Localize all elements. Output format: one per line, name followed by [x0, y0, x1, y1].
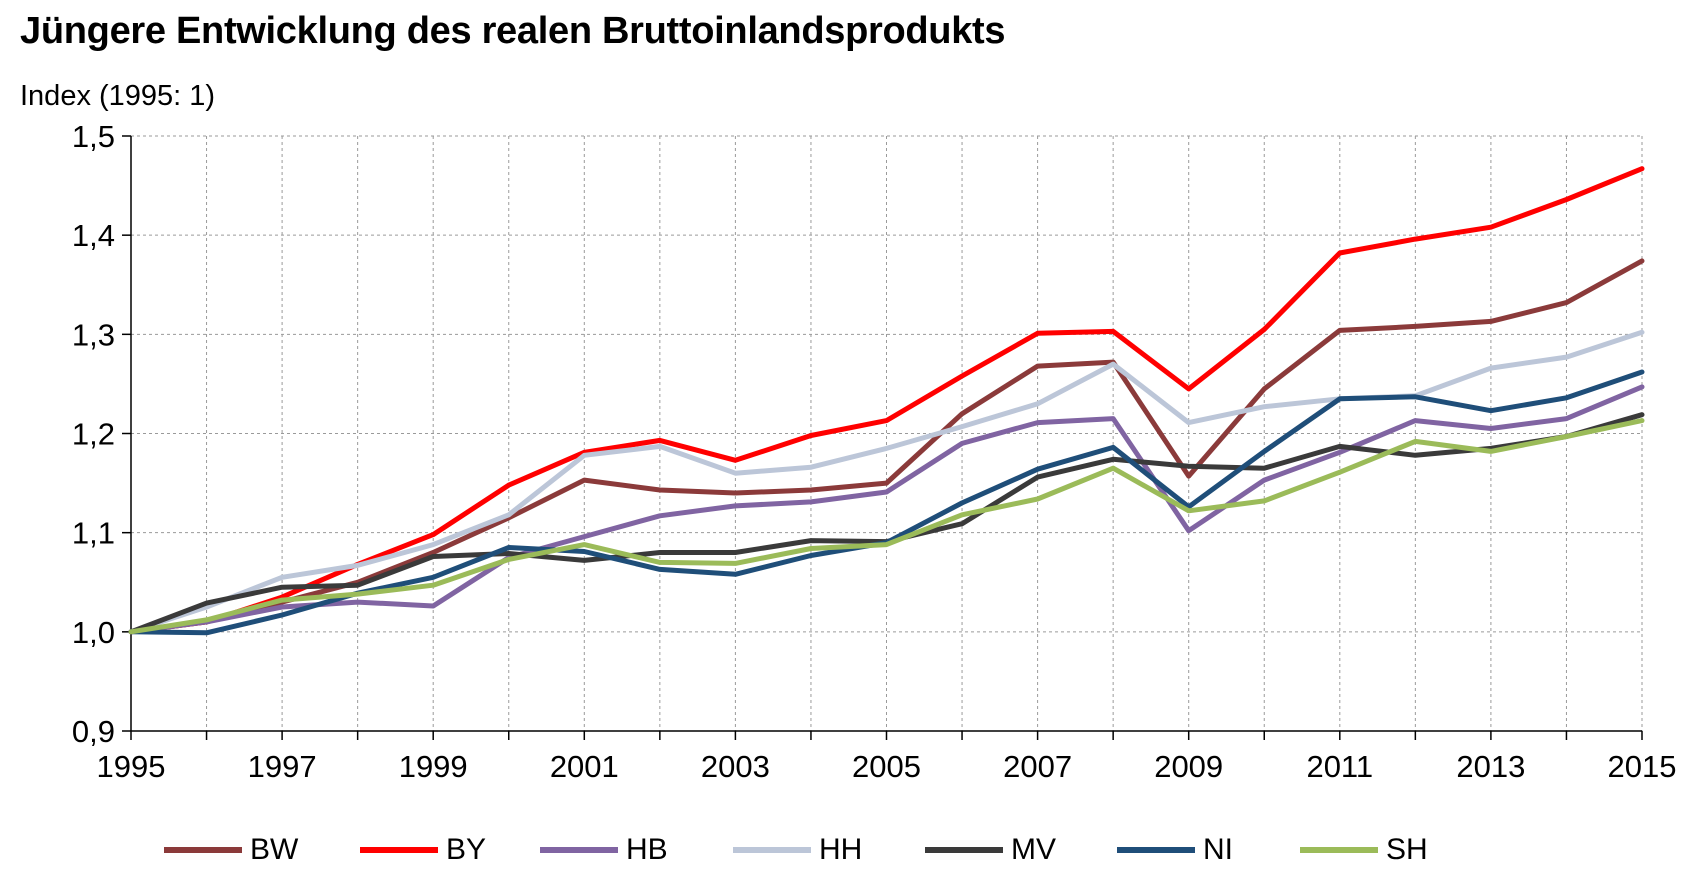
legend-label: SH [1386, 833, 1428, 866]
legend-item-by: BY [360, 828, 486, 872]
x-tick-label: 1997 [248, 749, 317, 784]
x-tick-label: 2009 [1154, 749, 1223, 784]
legend-item-bw: BW [164, 828, 298, 872]
legend-swatch [733, 847, 811, 853]
grid-lines [131, 135, 1643, 731]
y-tick-label: 1,2 [72, 417, 115, 452]
legend-item-ni: NI [1117, 828, 1233, 872]
y-tick-label: 0,9 [72, 714, 115, 749]
x-tick-label: 1995 [97, 749, 166, 784]
series-line-hb [128, 384, 1645, 635]
legend-item-hh: HH [733, 828, 862, 872]
x-tick-label: 2001 [550, 749, 619, 784]
y-tick-label: 1,0 [72, 615, 115, 650]
y-axis-label: Index (1995: 1) [20, 80, 216, 112]
legend-item-mv: MV [925, 828, 1056, 872]
x-tick-label: 2011 [1306, 749, 1373, 784]
series-lines [128, 166, 1645, 636]
legend-swatch [360, 847, 438, 853]
x-tick-label: 2015 [1608, 749, 1677, 784]
legend-swatch [925, 847, 1003, 853]
x-tick-label: 2007 [1003, 749, 1072, 784]
y-tick-label: 1,3 [72, 317, 115, 352]
legend-label: HH [819, 833, 863, 866]
legend-label: HB [626, 833, 668, 866]
legend-label: NI [1203, 833, 1233, 866]
y-tick-label: 1,1 [72, 516, 115, 551]
legend-swatch [540, 847, 618, 853]
legend-swatch [164, 847, 242, 853]
y-tick-label: 1,5 [72, 119, 115, 154]
y-tick-label: 1,4 [72, 218, 115, 253]
legend-label: BY [446, 833, 487, 866]
legend: BW BY HB HH MV NI SH [0, 828, 1701, 878]
legend-item-hb: HB [540, 828, 668, 872]
legend-label: BW [250, 833, 299, 866]
x-tick-label: 1999 [399, 749, 468, 784]
series-line-by [128, 166, 1645, 635]
x-tick-label: 2013 [1456, 749, 1525, 784]
x-tick-label: 2003 [701, 749, 770, 784]
chart-title: Jüngere Entwicklung des realen Bruttoinl… [20, 10, 1006, 52]
series-line-bw [128, 258, 1645, 635]
series-line-sh [128, 418, 1645, 635]
x-axis-ticks: 1995 1997 1999 2001 2003 2005 2007 2009 2011 2013… [97, 731, 1677, 784]
legend-swatch [1117, 847, 1195, 853]
legend-item-sh: SH [1300, 828, 1428, 872]
x-tick-label: 2005 [852, 749, 921, 784]
legend-label: MV [1011, 833, 1056, 866]
legend-swatch [1300, 847, 1378, 853]
y-axis-ticks: 0,9 1,0 1,1 1,2 1,3 1,4 1,5 [72, 119, 131, 749]
